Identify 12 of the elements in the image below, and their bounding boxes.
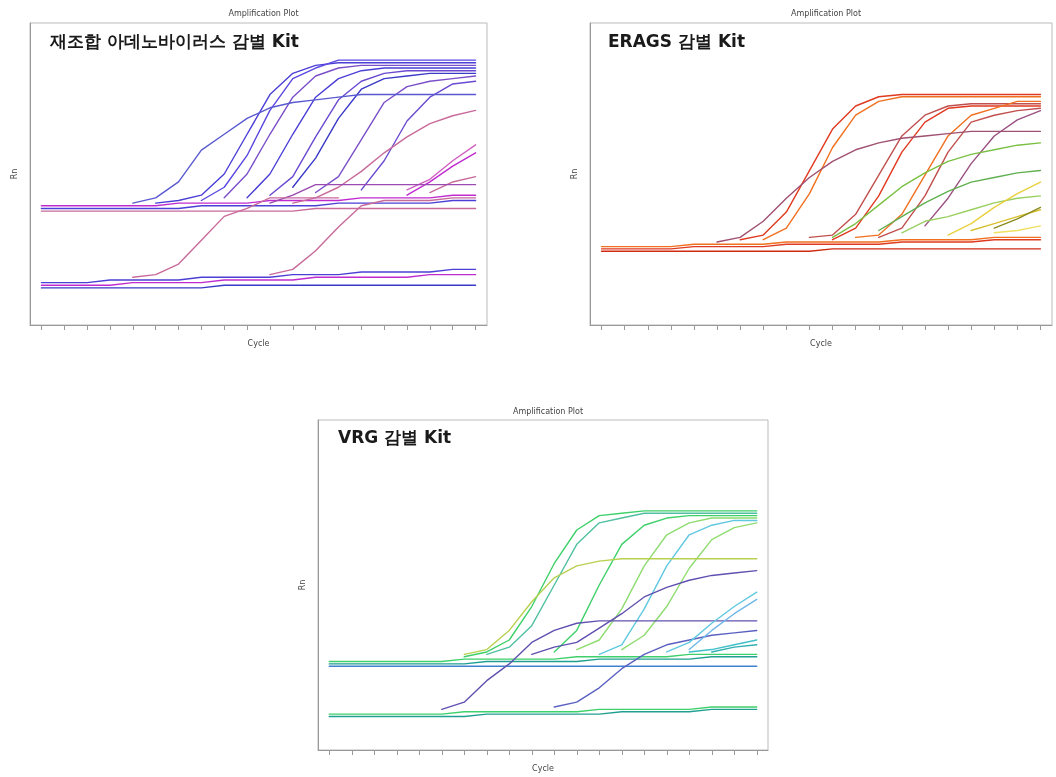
text: VRG 감별 Kit [338, 426, 452, 447]
text: ERAGS 감별 Kit [608, 30, 746, 51]
y-axis-title: Rn [297, 579, 307, 591]
y-axis-title: Rn [9, 168, 19, 180]
chart-title: Amplification Plot [228, 8, 299, 18]
text: 재조합 아데노바이러스 감별 Kit [49, 30, 299, 51]
y-axis-title: Rn [569, 168, 579, 180]
x-axis-title: Cycle [247, 338, 270, 348]
x-axis-title: Cycle [810, 338, 832, 348]
x-axis-title: Cycle [532, 763, 554, 773]
chart-title: Amplification Plot [790, 8, 862, 18]
chart-title: Amplification Plot [512, 406, 584, 416]
